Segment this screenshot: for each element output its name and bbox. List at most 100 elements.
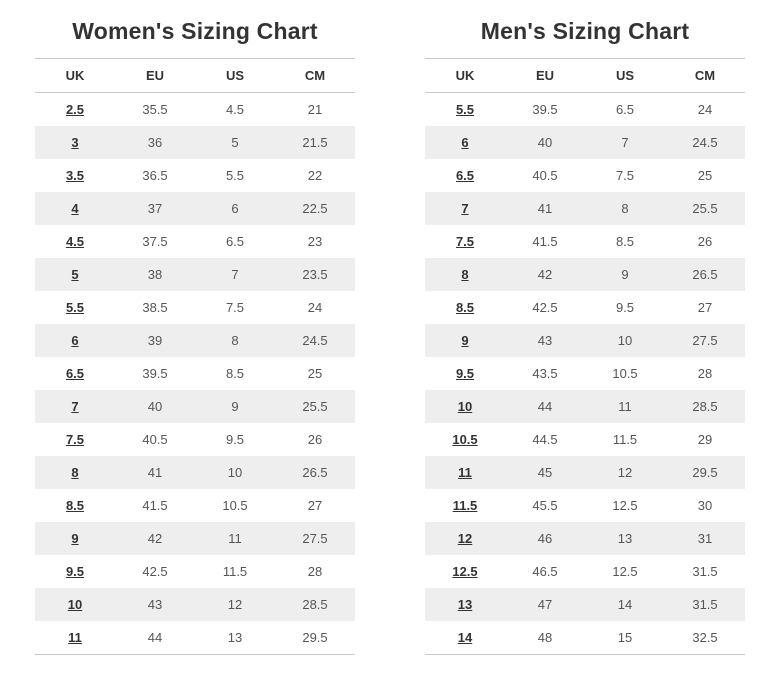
uk-size-cell: 2.5 (35, 93, 115, 127)
sizing-charts-container: Women's Sizing Chart UK EU US CM 2.5 35.5… (35, 0, 780, 655)
uk-size-cell: 10 (425, 390, 505, 423)
cm-size-cell: 28.5 (302, 597, 328, 612)
uk-size-link[interactable]: 13 (457, 597, 473, 612)
uk-size-link[interactable]: 11 (68, 630, 82, 645)
uk-size-link[interactable]: 4.5 (65, 234, 85, 249)
uk-size-link[interactable]: 8 (461, 267, 469, 282)
table-row: 11.5 45.5 12.5 30 (425, 489, 745, 522)
uk-size-link[interactable]: 6.5 (65, 366, 85, 381)
table-row: 10.5 44.5 11.5 29 (425, 423, 745, 456)
uk-size-link[interactable]: 2.5 (65, 102, 85, 117)
table-row: 6.5 40.5 7.5 25 (425, 159, 745, 192)
cm-size-cell: 24 (307, 300, 323, 315)
cm-size-cell: 24.5 (692, 135, 718, 150)
eu-size-cell: 39.5 (532, 102, 558, 117)
uk-size-cell: 6 (35, 324, 115, 357)
table-row: 3 36 5 21.5 (35, 126, 355, 159)
eu-size-cell: 46.5 (532, 564, 558, 579)
uk-size-link[interactable]: 12 (457, 531, 473, 546)
mens-column-header-eu: EU (535, 68, 555, 83)
table-row: 11 45 12 29.5 (425, 456, 745, 489)
uk-size-link[interactable]: 7 (71, 399, 79, 414)
uk-size-link[interactable]: 3 (71, 135, 79, 150)
uk-size-link[interactable]: 9.5 (455, 366, 475, 381)
eu-size-cell: 42 (537, 267, 553, 282)
uk-size-link[interactable]: 8.5 (455, 300, 475, 315)
uk-size-link[interactable]: 11 (458, 465, 472, 480)
uk-size-cell: 12 (425, 522, 505, 555)
cm-size-cell: 29.5 (302, 630, 328, 645)
uk-size-link[interactable]: 3.5 (65, 168, 85, 183)
table-row: 8.5 42.5 9.5 27 (425, 291, 745, 324)
eu-size-cell: 45 (537, 465, 553, 480)
eu-size-cell: 35.5 (142, 102, 168, 117)
uk-size-cell: 11.5 (425, 489, 505, 522)
eu-size-cell: 36.5 (142, 168, 168, 183)
uk-size-link[interactable]: 7.5 (455, 234, 475, 249)
uk-size-link[interactable]: 6 (71, 333, 79, 348)
uk-size-link[interactable]: 9.5 (65, 564, 85, 579)
us-size-cell: 9 (621, 267, 629, 282)
uk-size-link[interactable]: 8 (71, 465, 79, 480)
uk-size-link[interactable]: 10 (457, 399, 473, 414)
uk-size-link[interactable]: 7 (461, 201, 469, 216)
eu-size-cell: 41.5 (532, 234, 558, 249)
eu-size-cell: 41 (147, 465, 163, 480)
uk-size-cell: 7.5 (425, 225, 505, 258)
us-size-cell: 8 (621, 201, 629, 216)
us-size-cell: 9.5 (615, 300, 635, 315)
table-row: 6.5 39.5 8.5 25 (35, 357, 355, 390)
uk-size-link[interactable]: 10 (67, 597, 83, 612)
uk-size-cell: 10.5 (425, 423, 505, 456)
mens-header-row: UK EU US CM (425, 58, 745, 93)
eu-size-cell: 41 (537, 201, 553, 216)
uk-size-link[interactable]: 10.5 (452, 432, 478, 447)
uk-size-link[interactable]: 7.5 (65, 432, 85, 447)
eu-size-cell: 47 (537, 597, 553, 612)
womens-column-header-uk: UK (65, 68, 85, 83)
uk-size-link[interactable]: 6 (461, 135, 469, 150)
uk-size-link[interactable]: 5 (71, 267, 79, 282)
cm-size-cell: 23 (307, 234, 323, 249)
table-row: 8.5 41.5 10.5 27 (35, 489, 355, 522)
table-row: 5.5 38.5 7.5 24 (35, 291, 355, 324)
uk-size-link[interactable]: 9 (461, 333, 469, 348)
table-row: 7.5 40.5 9.5 26 (35, 423, 355, 456)
cm-size-cell: 28 (697, 366, 713, 381)
eu-size-cell: 40.5 (142, 432, 168, 447)
table-row: 10 44 11 28.5 (425, 390, 745, 423)
uk-size-link[interactable]: 9 (71, 531, 79, 546)
us-size-cell: 12 (227, 597, 243, 612)
eu-size-cell: 43.5 (532, 366, 558, 381)
uk-size-link[interactable]: 6.5 (455, 168, 475, 183)
uk-size-cell: 13 (425, 588, 505, 621)
uk-size-link[interactable]: 4 (71, 201, 79, 216)
us-size-cell: 11.5 (612, 432, 638, 447)
mens-sizing-table: UK EU US CM 5.5 39.5 6.5 24 6 40 7 24.5 6.5 40.5 7… (425, 58, 745, 655)
table-row: 9 42 11 27.5 (35, 522, 355, 555)
uk-size-cell: 3 (35, 126, 115, 159)
us-size-cell: 8.5 (615, 234, 635, 249)
uk-size-link[interactable]: 5.5 (65, 300, 85, 315)
cm-size-cell: 31 (697, 531, 713, 546)
uk-size-link[interactable]: 11.5 (452, 498, 478, 513)
uk-size-cell: 8 (425, 258, 505, 291)
uk-size-link[interactable]: 12.5 (452, 564, 478, 579)
mens-chart-panel: Men's Sizing Chart UK EU US CM 5.5 39.5 6.… (390, 0, 780, 655)
cm-size-cell: 26 (307, 432, 323, 447)
table-row: 13 47 14 31.5 (425, 588, 745, 621)
table-row: 8 41 10 26.5 (35, 456, 355, 489)
uk-size-link[interactable]: 5.5 (455, 102, 475, 117)
uk-size-link[interactable]: 14 (457, 630, 473, 645)
us-size-cell: 9 (231, 399, 239, 414)
table-row: 12.5 46.5 12.5 31.5 (425, 555, 745, 588)
eu-size-cell: 46 (537, 531, 553, 546)
us-size-cell: 10 (617, 333, 633, 348)
us-size-cell: 7 (231, 267, 239, 282)
mens-column-header-us: US (615, 68, 635, 83)
uk-size-link[interactable]: 8.5 (65, 498, 85, 513)
mens-table-body: 5.5 39.5 6.5 24 6 40 7 24.5 6.5 40.5 7.5 25 7 41 8 25.5… (425, 93, 745, 655)
eu-size-cell: 38.5 (142, 300, 168, 315)
uk-size-cell: 6.5 (35, 357, 115, 390)
eu-size-cell: 40.5 (532, 168, 558, 183)
